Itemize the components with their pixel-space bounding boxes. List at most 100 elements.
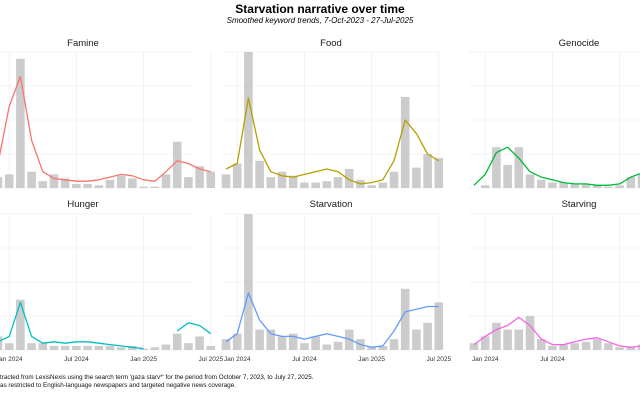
bar-hunger bbox=[60, 345, 70, 350]
x-tick-label: Jul 2024 bbox=[64, 356, 89, 363]
bar-genocide bbox=[525, 174, 535, 188]
bar-starving bbox=[626, 347, 636, 350]
bar-hunger bbox=[206, 345, 216, 350]
bar-food bbox=[400, 96, 410, 188]
bar-starving bbox=[514, 329, 524, 350]
bar-starving bbox=[503, 329, 512, 350]
bar-food bbox=[423, 154, 432, 188]
bar-food bbox=[277, 171, 287, 188]
bar-famine bbox=[38, 181, 48, 188]
bar-genocide bbox=[604, 186, 613, 188]
bar-food bbox=[311, 182, 320, 188]
bar-starvation bbox=[255, 329, 264, 350]
facet-title-food: Food bbox=[320, 38, 342, 49]
x-tick-label: Jul 2024 bbox=[540, 356, 565, 363]
bar-genocide bbox=[559, 182, 568, 188]
trend-line-genocide bbox=[473, 146, 640, 186]
bar-starvation bbox=[434, 302, 444, 350]
facet-title-genocide: Genocide bbox=[559, 38, 600, 49]
x-tick-label: Jan 2024 bbox=[472, 356, 499, 363]
trend-line-starving bbox=[473, 316, 640, 348]
bar-starving bbox=[604, 343, 613, 350]
x-tick-label: Jan 2024 bbox=[224, 356, 251, 363]
bar-genocide bbox=[514, 147, 524, 188]
bar-starvation bbox=[300, 343, 309, 350]
bar-famine bbox=[27, 171, 36, 188]
bar-starving bbox=[536, 339, 546, 350]
bar-genocide bbox=[492, 147, 501, 188]
bar-starvation bbox=[311, 336, 320, 350]
bar-hunger bbox=[94, 345, 104, 350]
bar-famine bbox=[0, 177, 3, 188]
bar-genocide bbox=[548, 182, 557, 188]
bar-famine bbox=[49, 174, 59, 188]
bar-genocide bbox=[581, 183, 591, 188]
bar-genocide bbox=[503, 164, 512, 188]
bar-famine bbox=[150, 186, 160, 188]
bar-famine bbox=[83, 183, 92, 188]
bar-food bbox=[255, 160, 264, 188]
bar-food bbox=[412, 167, 421, 188]
bar-hunger bbox=[172, 333, 182, 350]
bar-starving bbox=[581, 341, 591, 350]
bar-famine bbox=[128, 178, 137, 188]
facet-title-hunger: Hunger bbox=[67, 199, 98, 210]
bar-food bbox=[244, 52, 253, 188]
trend-line-food bbox=[225, 97, 440, 185]
bar-famine bbox=[60, 178, 70, 188]
bar-starvation bbox=[423, 322, 432, 350]
trend-line-starvation bbox=[225, 292, 439, 348]
x-tick-label: Jul 2024 bbox=[292, 356, 317, 363]
bar-starving bbox=[637, 344, 640, 350]
bar-starving bbox=[592, 339, 602, 350]
bar-famine bbox=[116, 175, 126, 188]
bar-famine bbox=[161, 174, 171, 188]
x-tick-label: Jul 2025 bbox=[427, 356, 452, 363]
bar-starvation bbox=[288, 333, 298, 350]
bar-hunger bbox=[184, 343, 193, 350]
bar-hunger bbox=[105, 345, 115, 350]
bar-hunger bbox=[139, 348, 148, 350]
bar-starving bbox=[615, 347, 624, 350]
bar-food bbox=[322, 181, 332, 188]
facet-title-starvation: Starvation bbox=[310, 199, 353, 210]
bar-food bbox=[232, 163, 242, 188]
bar-starving bbox=[480, 336, 490, 350]
bar-food bbox=[333, 177, 343, 188]
bar-famine bbox=[184, 177, 193, 188]
trend-line-famine bbox=[0, 75, 211, 182]
bar-famine bbox=[139, 186, 148, 188]
bar-genocide bbox=[626, 177, 636, 188]
bar-starvation bbox=[367, 347, 376, 350]
bar-hunger bbox=[49, 345, 59, 350]
bar-starvation bbox=[232, 333, 242, 350]
bar-famine bbox=[206, 171, 216, 188]
bar-starvation bbox=[277, 336, 287, 350]
bar-hunger bbox=[38, 343, 48, 350]
bar-hunger bbox=[161, 344, 171, 350]
bar-genocide bbox=[570, 183, 580, 188]
bar-food bbox=[378, 182, 388, 188]
x-tick-label: Jul 2025 bbox=[199, 356, 224, 363]
bar-famine bbox=[195, 166, 204, 188]
bar-starvation bbox=[400, 288, 410, 350]
bar-hunger bbox=[116, 347, 126, 350]
bar-hunger bbox=[83, 345, 92, 350]
bar-famine bbox=[94, 185, 104, 188]
bar-hunger bbox=[16, 299, 25, 350]
bar-starving bbox=[469, 343, 479, 350]
bar-famine bbox=[172, 141, 182, 188]
bar-hunger bbox=[4, 343, 14, 350]
bar-food bbox=[434, 158, 444, 188]
bar-starvation bbox=[378, 345, 388, 350]
bar-famine bbox=[72, 183, 81, 188]
bar-famine bbox=[16, 58, 25, 188]
bar-starving bbox=[559, 344, 568, 350]
caption-line-1: tracted from LexisNexis using the search… bbox=[0, 374, 314, 381]
bar-starving bbox=[525, 316, 535, 350]
facet-title-starving: Starving bbox=[562, 199, 597, 210]
bar-starvation bbox=[266, 329, 276, 350]
bar-hunger bbox=[195, 336, 204, 350]
chart-title: Starvation narrative over time bbox=[235, 2, 405, 16]
